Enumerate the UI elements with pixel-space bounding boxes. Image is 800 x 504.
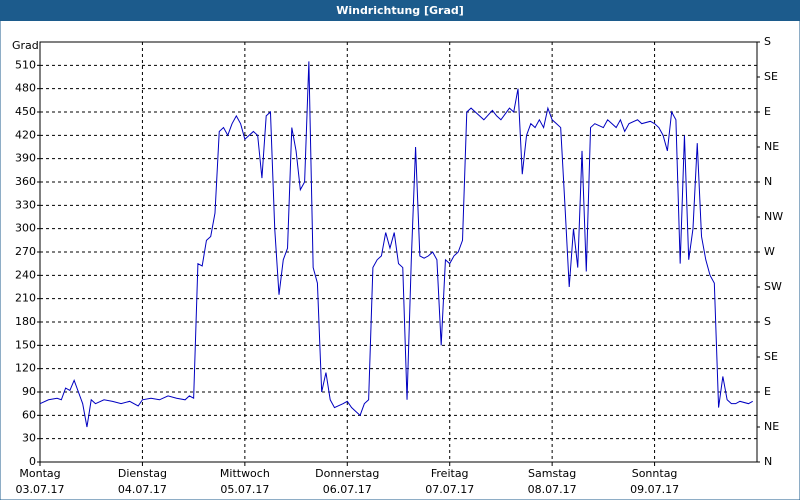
x-tick-date: 08.07.17 — [528, 483, 577, 496]
y-tick-label: 90 — [22, 385, 36, 398]
x-tick-label: Donnerstag — [315, 467, 379, 480]
y-tick-label: 120 — [15, 362, 36, 375]
y2-tick-label: NE — [764, 140, 779, 153]
y2-tick-label: SE — [764, 70, 778, 83]
y-tick-label: 420 — [15, 128, 36, 141]
x-tick-date: 07.07.17 — [425, 483, 474, 496]
x-tick-label: Dienstag — [118, 467, 167, 480]
y-tick-label: 330 — [15, 198, 36, 211]
x-tick-label: Sonntag — [632, 467, 678, 480]
title-bar — [0, 0, 800, 21]
y-tick-label: 480 — [15, 82, 36, 95]
data-line — [39, 61, 753, 428]
y-tick-label: 240 — [15, 268, 36, 281]
y-tick-label: 450 — [15, 105, 36, 118]
y2-tick-label: S — [764, 35, 771, 48]
y-tick-label: 210 — [15, 292, 36, 305]
y-tick-label: 30 — [22, 432, 36, 445]
y-tick-label: 300 — [15, 222, 36, 235]
chart-title: Windrichtung [Grad] — [336, 4, 464, 17]
y2-tick-label: W — [764, 245, 775, 258]
plot-frame — [39, 41, 758, 463]
y2-tick-label: E — [764, 105, 771, 118]
x-tick-label: Freitag — [431, 467, 469, 480]
x-tick-date: 06.07.17 — [323, 483, 372, 496]
x-tick-date: 05.07.17 — [220, 483, 269, 496]
y2-tick-label: SE — [764, 350, 778, 363]
y-tick-label: 60 — [22, 408, 36, 421]
x-tick-date: 04.07.17 — [118, 483, 167, 496]
y-tick-label: 270 — [15, 245, 36, 258]
x-tick-date: 03.07.17 — [16, 483, 65, 496]
y-tick-label: 360 — [15, 175, 36, 188]
y-tick-label: 150 — [15, 338, 36, 351]
y2-tick-label: NE — [764, 420, 779, 433]
y-tick-label: 180 — [15, 315, 36, 328]
y2-tick-label: NW — [764, 210, 783, 223]
y-axis-label: Grad — [12, 39, 39, 52]
y2-tick-label: N — [764, 455, 772, 468]
y2-tick-label: S — [764, 315, 771, 328]
y-tick-label: 0 — [29, 455, 36, 468]
x-tick-label: Montag — [19, 467, 60, 480]
x-tick-label: Samstag — [528, 467, 576, 480]
x-tick-date: 09.07.17 — [630, 483, 679, 496]
y2-tick-label: N — [764, 175, 772, 188]
y2-tick-label: E — [764, 385, 771, 398]
y-tick-label: 510 — [15, 58, 36, 71]
y2-tick-label: SW — [764, 280, 782, 293]
y-tick-label: 390 — [15, 152, 36, 165]
x-tick-label: Mittwoch — [220, 467, 270, 480]
